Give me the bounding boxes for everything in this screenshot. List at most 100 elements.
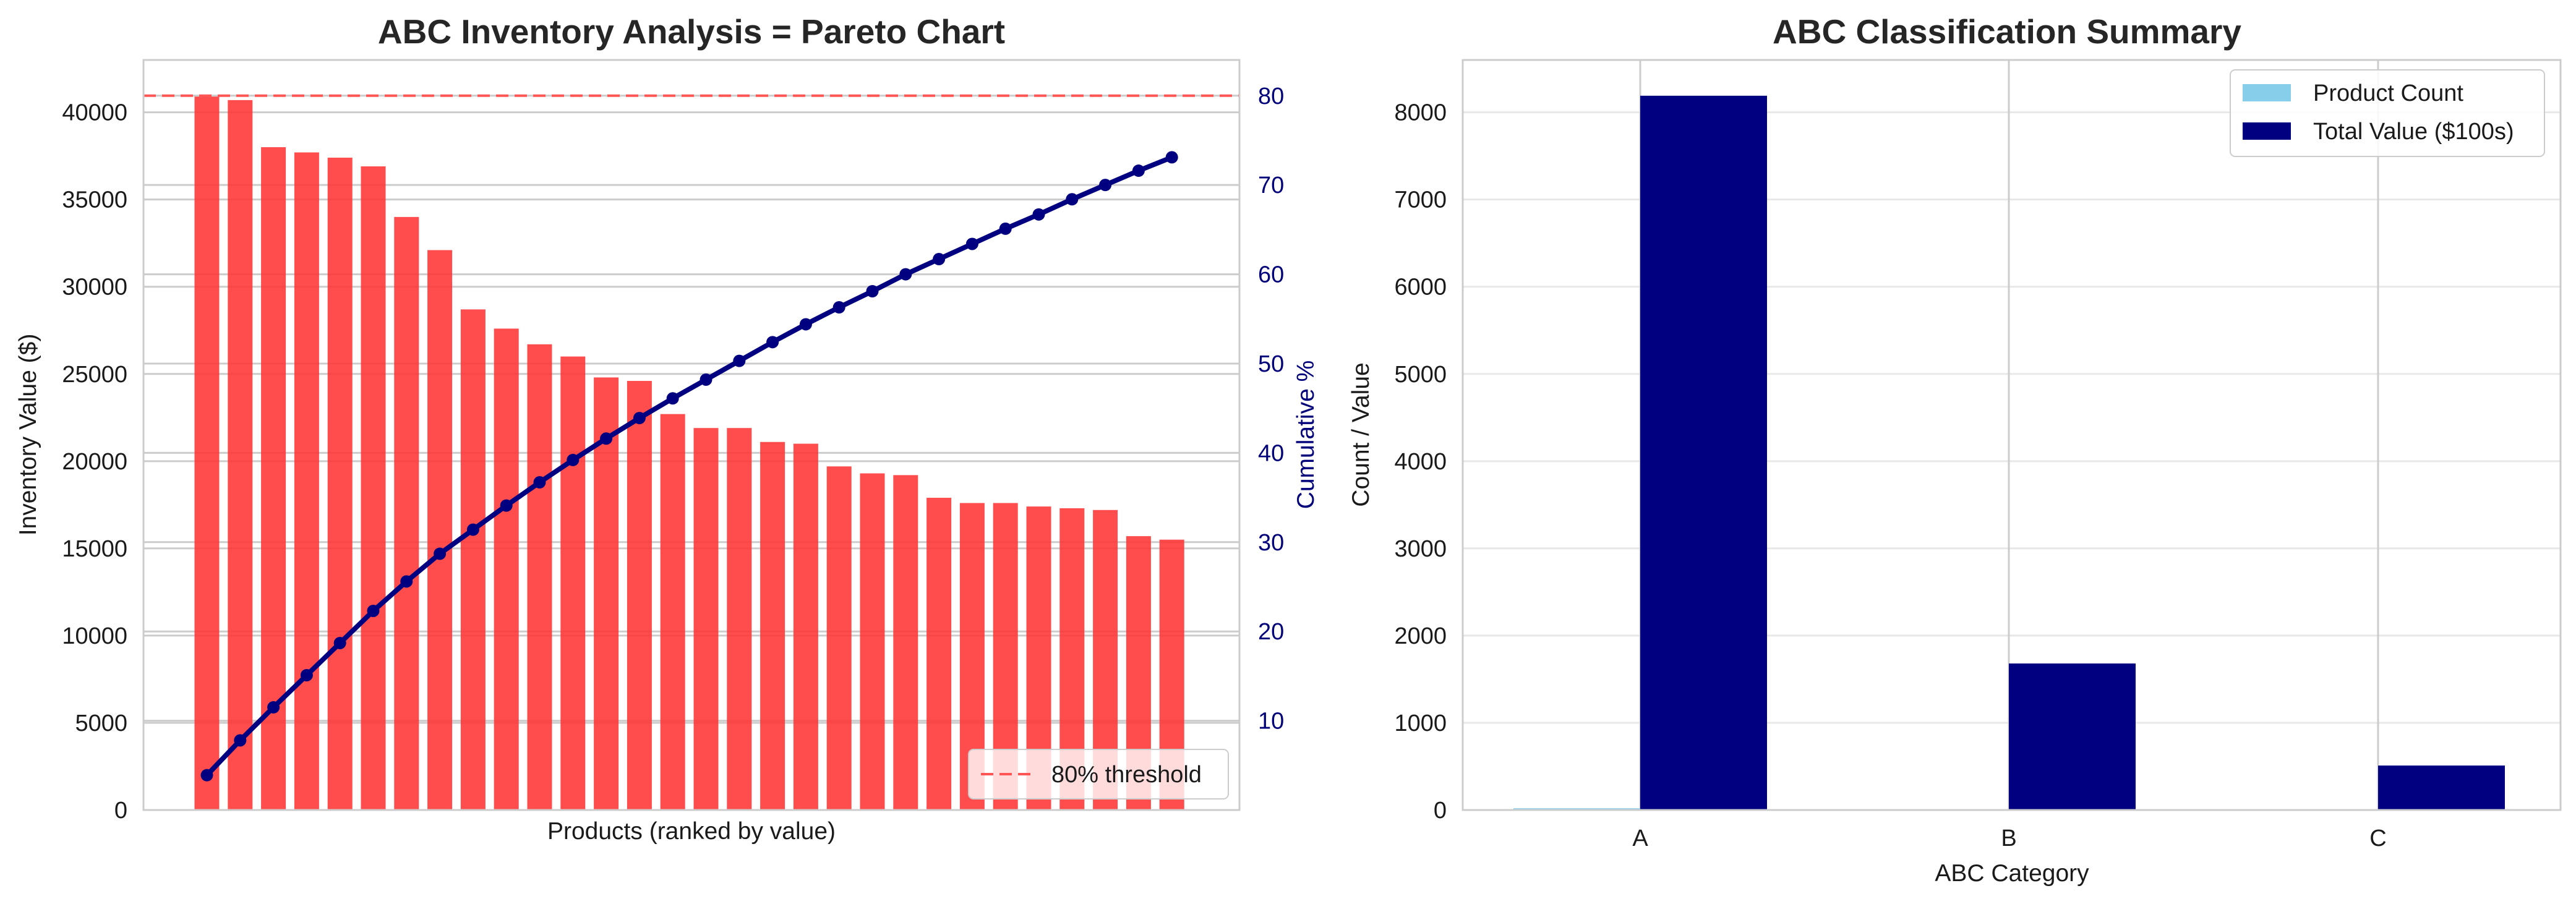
pareto-bars <box>194 96 1184 811</box>
cumulative-point <box>1099 179 1112 192</box>
pareto-bar <box>693 428 719 810</box>
abc-y-tick-label: 0 <box>1434 798 1447 824</box>
pareto-y-tick-label: 30000 <box>62 275 127 301</box>
total-value-legend-label: Total Value ($100s) <box>2313 119 2514 145</box>
pareto-bar <box>826 466 852 810</box>
cumulative-point <box>999 222 1012 235</box>
pareto-bar <box>793 443 818 810</box>
pareto-bar <box>627 381 652 810</box>
abc-y-tick-label: 1000 <box>1394 710 1447 736</box>
pareto-y2-tick-label: 60 <box>1258 262 1284 288</box>
cumulative-point <box>799 318 812 331</box>
pareto-right-ticks: 10 20 30 40 50 60 70 80 <box>1258 83 1284 735</box>
pareto-y-tick-label: 5000 <box>75 710 127 736</box>
cumulative-point <box>500 499 513 512</box>
cumulative-point <box>832 301 845 314</box>
pareto-bar <box>893 475 918 810</box>
pareto-y-axis-label: Inventory Value ($) <box>15 334 41 536</box>
pareto-bar <box>294 152 319 811</box>
abc-y-tick-label: 3000 <box>1394 536 1447 562</box>
total-value-bar <box>2009 663 2136 810</box>
cumulative-point <box>466 523 479 536</box>
abc-y-tick-label: 5000 <box>1394 362 1447 388</box>
abc-x-tick-label: C <box>2369 825 2386 851</box>
pareto-y-tick-label: 15000 <box>62 536 127 562</box>
abc-summary-title: ABC Classification Summary <box>1773 12 2241 51</box>
total-value-bar <box>2378 765 2505 810</box>
abc-legend-box <box>2230 69 2545 157</box>
cumulative-point <box>533 476 546 489</box>
abc-y-tick-label: 8000 <box>1394 100 1447 126</box>
pareto-bar <box>860 473 885 810</box>
cumulative-point <box>400 575 413 588</box>
abc-x-ticks: A B C <box>1632 825 2386 851</box>
pareto-bar <box>760 441 785 810</box>
abc-x-tick-label: A <box>1632 825 1648 851</box>
cumulative-point <box>700 373 712 386</box>
pareto-legend-box <box>968 749 1229 800</box>
abc-y-tick-label: 6000 <box>1394 275 1447 301</box>
cumulative-point <box>666 392 679 405</box>
pareto-y2-tick-label: 50 <box>1258 351 1284 377</box>
pareto-bar <box>460 309 486 810</box>
pareto-y-tick-label: 25000 <box>62 362 127 388</box>
product-count-legend-swatch <box>2243 84 2291 101</box>
pareto-left-ticks: 0 5000 10000 15000 20000 25000 30000 35000 40000 <box>62 100 127 824</box>
threshold-legend-label: 80% threshold <box>1051 762 1202 788</box>
abc-y-ticks: 0 1000 2000 3000 4000 5000 6000 7000 8000 <box>1394 100 1447 824</box>
cumulative-point <box>434 547 447 560</box>
cumulative-point <box>933 253 946 266</box>
pareto-bar <box>427 250 453 810</box>
total-value-legend-swatch <box>2243 122 2291 140</box>
pareto-legend: 80% threshold <box>968 749 1229 800</box>
pareto-chart-panel: ABC Inventory Analysis = Pareto Chart 0 5… <box>15 12 1319 845</box>
pareto-y2-axis-label: Cumulative % <box>1293 360 1319 510</box>
pareto-bar <box>327 157 353 811</box>
cumulative-point <box>200 769 213 782</box>
cumulative-point <box>866 285 879 298</box>
pareto-y-tick-label: 20000 <box>62 449 127 475</box>
pareto-plot-frame <box>142 59 1241 811</box>
cumulative-point <box>633 412 646 425</box>
cumulative-point <box>333 636 346 649</box>
pareto-y2-tick-label: 20 <box>1258 619 1284 645</box>
pareto-bar <box>494 328 519 810</box>
pareto-chart-title: ABC Inventory Analysis = Pareto Chart <box>378 12 1005 51</box>
abc-summary-panel: ABC Classification Summary 0 1000 2000 3000… <box>1348 12 2562 887</box>
abc-x-axis-label: ABC Category <box>1935 860 2089 887</box>
cumulative-point <box>267 701 280 714</box>
cumulative-point <box>367 604 380 617</box>
abc-y-tick-label: 7000 <box>1394 187 1447 213</box>
pareto-bar <box>361 166 386 810</box>
abc-legend: Product Count Total Value ($100s) <box>2230 69 2545 157</box>
pareto-y2-tick-label: 30 <box>1258 530 1284 556</box>
pareto-bar <box>660 414 685 810</box>
cumulative-point <box>1066 193 1079 206</box>
total-value-bar <box>1640 95 1767 810</box>
abc-bars <box>1513 95 2505 810</box>
abc-y-tick-label: 4000 <box>1394 449 1447 475</box>
cumulative-point <box>567 453 580 466</box>
cumulative-point <box>1165 151 1178 164</box>
abc-x-tick-label: B <box>2001 825 2016 851</box>
pareto-bar <box>727 428 752 810</box>
abc-y-axis-label: Count / Value <box>1348 362 1374 506</box>
pareto-bar <box>194 96 220 811</box>
product-count-legend-label: Product Count <box>2313 80 2463 106</box>
cumulative-point <box>1032 208 1045 221</box>
pareto-y-tick-label: 35000 <box>62 187 127 213</box>
cumulative-point <box>965 237 978 250</box>
cumulative-point <box>766 336 779 349</box>
pareto-x-axis-label: Products (ranked by value) <box>547 818 836 845</box>
abc-plot-frame <box>1461 59 2562 811</box>
pareto-y2-tick-label: 10 <box>1258 709 1284 735</box>
cumulative-point <box>234 734 247 747</box>
cumulative-point <box>733 354 746 367</box>
cumulative-line-group <box>200 151 1178 782</box>
pareto-y2-tick-label: 80 <box>1258 83 1284 109</box>
pareto-bar <box>560 356 586 810</box>
pareto-y2-tick-label: 70 <box>1258 173 1284 198</box>
pareto-bar <box>394 216 419 810</box>
pareto-y-tick-label: 0 <box>114 798 127 824</box>
